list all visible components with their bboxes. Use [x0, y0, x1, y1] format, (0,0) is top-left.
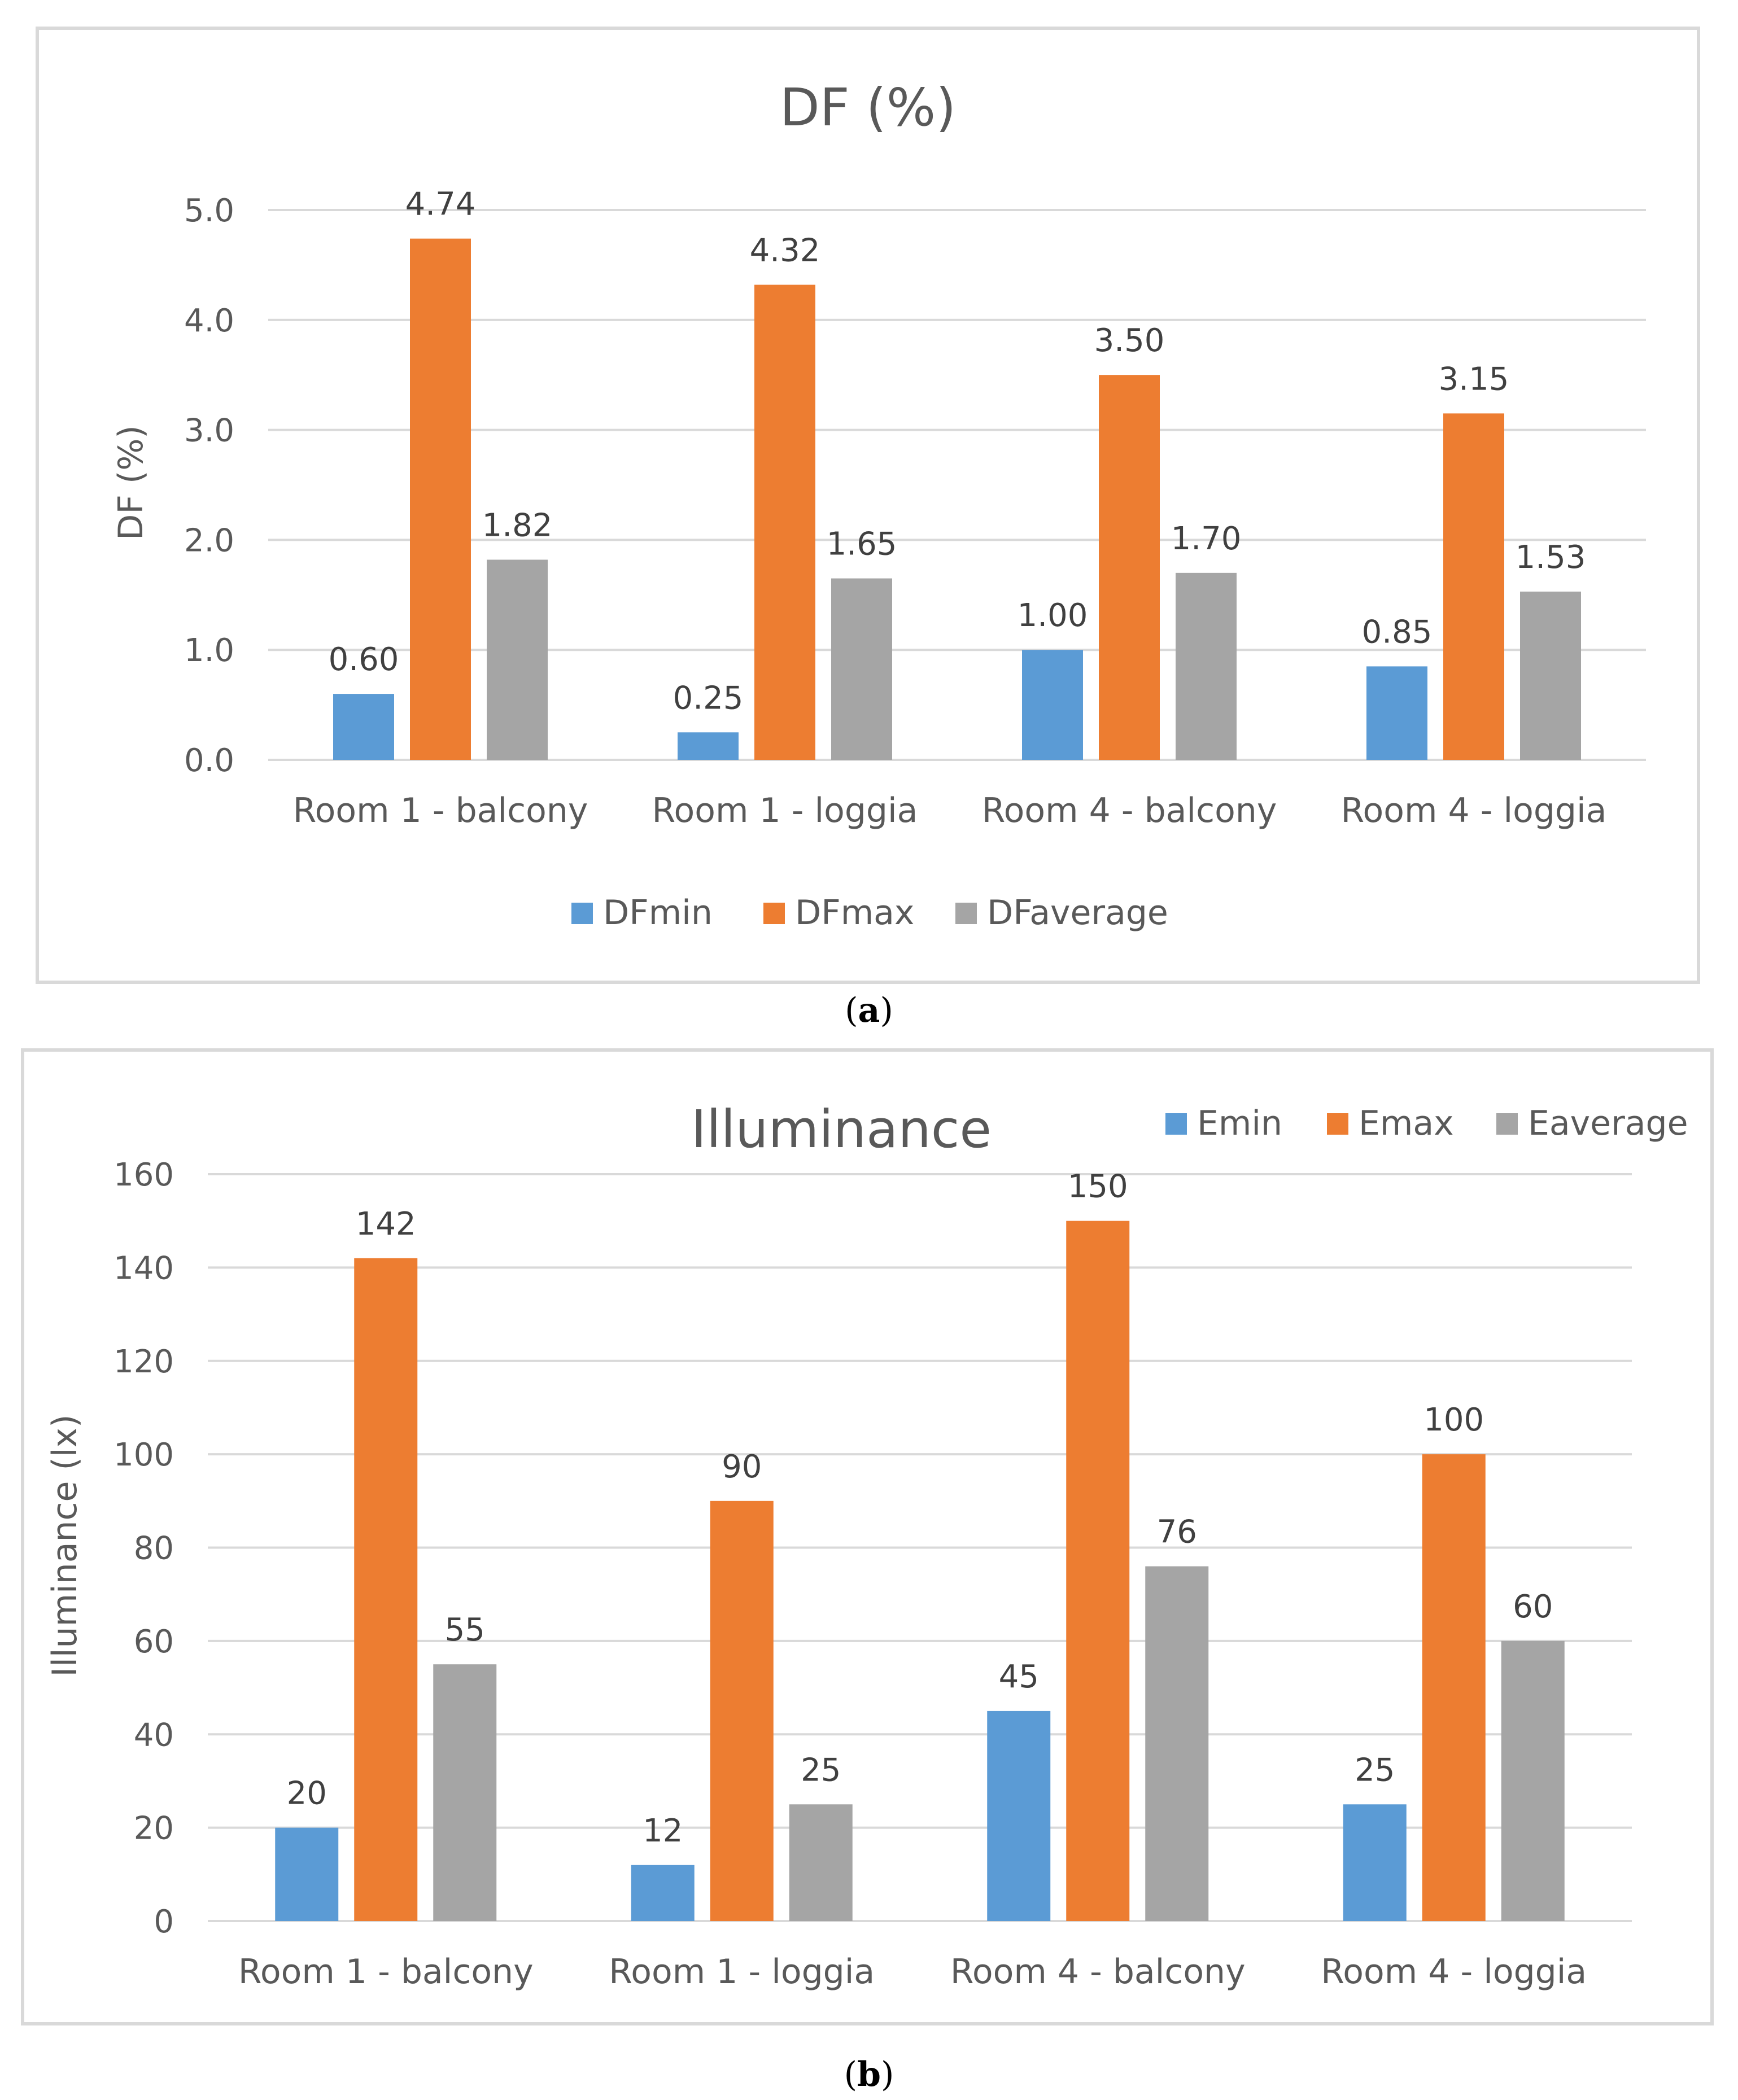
- legend-swatch-dfmax: [763, 903, 785, 924]
- legend-label-dfmax: DFmax: [795, 893, 914, 933]
- data-label: 3.15: [1439, 361, 1509, 397]
- caption-a-letter: a: [858, 991, 880, 1030]
- x-category-label: Room 1 - balcony: [293, 791, 588, 830]
- data-label: 4.32: [750, 232, 820, 269]
- bar-dfmax-2: [754, 285, 815, 760]
- y-tick-label: 0.0: [184, 742, 234, 779]
- bar-dfaverage-1: [487, 559, 548, 760]
- bar-dfaverage-4: [1520, 591, 1581, 760]
- caption-b-letter: b: [857, 2055, 881, 2094]
- data-label: 1.00: [1018, 597, 1088, 634]
- bar-dfmin-1: [333, 694, 394, 760]
- bar-dfmax-3: [1099, 375, 1160, 760]
- data-label: 0.60: [329, 641, 399, 678]
- legend-swatch-dfmin: [571, 903, 593, 924]
- data-label: 1.65: [827, 526, 897, 563]
- df-chart-frame: [36, 27, 1700, 984]
- y-tick-label: 1.0: [184, 632, 234, 669]
- data-label: 3.50: [1094, 322, 1165, 359]
- y-tick-label: 3.0: [184, 413, 234, 449]
- legend-label-dfaverage: DFaverage: [987, 893, 1168, 933]
- legend-swatch-dfaverage: [955, 903, 977, 924]
- bar-dfmax-4: [1443, 413, 1504, 760]
- df-chart-title: DF (%): [780, 77, 956, 138]
- caption-b: (b): [844, 2055, 894, 2094]
- x-category-label: Room 4 - balcony: [982, 791, 1277, 830]
- data-label: 0.85: [1362, 614, 1433, 650]
- y-tick-label: 2.0: [184, 522, 234, 559]
- x-category-label: Room 1 - loggia: [652, 791, 918, 830]
- data-label: 4.74: [405, 186, 476, 223]
- data-label: 1.82: [482, 507, 553, 544]
- bar-dfmin-3: [1022, 650, 1083, 760]
- y-tick-label: 5.0: [184, 193, 234, 229]
- bar-dfmin-4: [1366, 666, 1427, 760]
- bar-dfaverage-3: [1176, 572, 1237, 760]
- legend-label-dfmin: DFmin: [603, 893, 713, 933]
- bar-dfaverage-2: [831, 578, 892, 760]
- df-y-axis-label: DF (%): [111, 425, 151, 540]
- bar-dfmax-1: [410, 238, 471, 760]
- bar-dfmin-2: [678, 732, 739, 760]
- data-label: 0.25: [673, 680, 744, 716]
- data-label: 1.70: [1171, 520, 1242, 557]
- caption-a: (a): [845, 991, 893, 1030]
- data-label: 1.53: [1516, 539, 1586, 576]
- x-category-label: Room 4 - loggia: [1341, 791, 1607, 830]
- y-tick-label: 4.0: [184, 303, 234, 339]
